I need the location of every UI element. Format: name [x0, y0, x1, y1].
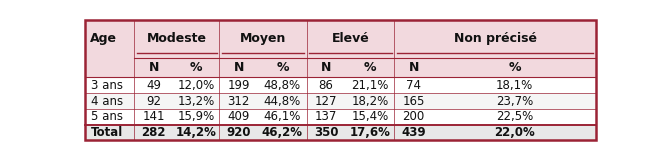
- Text: Age: Age: [90, 32, 117, 45]
- Text: 15,4%: 15,4%: [351, 110, 388, 123]
- Text: N: N: [234, 61, 244, 74]
- Text: 15,9%: 15,9%: [177, 110, 215, 123]
- Text: %: %: [190, 61, 203, 74]
- Bar: [84, 20, 596, 58]
- Text: 46,2%: 46,2%: [262, 126, 303, 139]
- Text: 282: 282: [141, 126, 166, 139]
- Text: 14,2%: 14,2%: [176, 126, 216, 139]
- Text: 312: 312: [228, 95, 250, 108]
- Text: 44,8%: 44,8%: [264, 95, 301, 108]
- Text: 46,1%: 46,1%: [264, 110, 301, 123]
- Text: 5 ans: 5 ans: [91, 110, 123, 123]
- Text: 4 ans: 4 ans: [91, 95, 123, 108]
- Text: Total: Total: [91, 126, 123, 139]
- Text: N: N: [408, 61, 419, 74]
- Text: 23,7%: 23,7%: [496, 95, 533, 108]
- Text: 18,1%: 18,1%: [496, 79, 533, 92]
- Text: 49: 49: [146, 79, 161, 92]
- Text: Modeste: Modeste: [147, 32, 207, 45]
- Text: 137: 137: [315, 110, 337, 123]
- Text: 48,8%: 48,8%: [264, 79, 301, 92]
- Text: 13,2%: 13,2%: [177, 95, 215, 108]
- Text: 127: 127: [315, 95, 337, 108]
- Text: 350: 350: [314, 126, 339, 139]
- Text: 439: 439: [401, 126, 426, 139]
- Text: Moyen: Moyen: [240, 32, 286, 45]
- Text: 17,6%: 17,6%: [349, 126, 390, 139]
- Text: 3 ans: 3 ans: [91, 79, 123, 92]
- Bar: [84, 93, 596, 109]
- Text: 18,2%: 18,2%: [351, 95, 388, 108]
- Text: 200: 200: [402, 110, 425, 123]
- Text: Elevé: Elevé: [332, 32, 369, 45]
- Text: N: N: [149, 61, 159, 74]
- Bar: [84, 77, 596, 93]
- Bar: [84, 58, 596, 77]
- Text: 409: 409: [228, 110, 250, 123]
- Text: %: %: [276, 61, 289, 74]
- Text: 12,0%: 12,0%: [177, 79, 215, 92]
- Text: 920: 920: [226, 126, 251, 139]
- Text: 141: 141: [143, 110, 165, 123]
- Bar: [84, 125, 596, 140]
- Text: 22,5%: 22,5%: [496, 110, 533, 123]
- Text: 92: 92: [146, 95, 161, 108]
- Text: N: N: [321, 61, 331, 74]
- Text: 21,1%: 21,1%: [351, 79, 388, 92]
- Bar: [84, 109, 596, 125]
- Text: 199: 199: [227, 79, 250, 92]
- Text: 74: 74: [406, 79, 421, 92]
- Text: 165: 165: [402, 95, 425, 108]
- Text: 22,0%: 22,0%: [494, 126, 535, 139]
- Text: 86: 86: [319, 79, 333, 92]
- Text: Non précisé: Non précisé: [454, 32, 537, 45]
- Text: %: %: [508, 61, 521, 74]
- Text: %: %: [364, 61, 376, 74]
